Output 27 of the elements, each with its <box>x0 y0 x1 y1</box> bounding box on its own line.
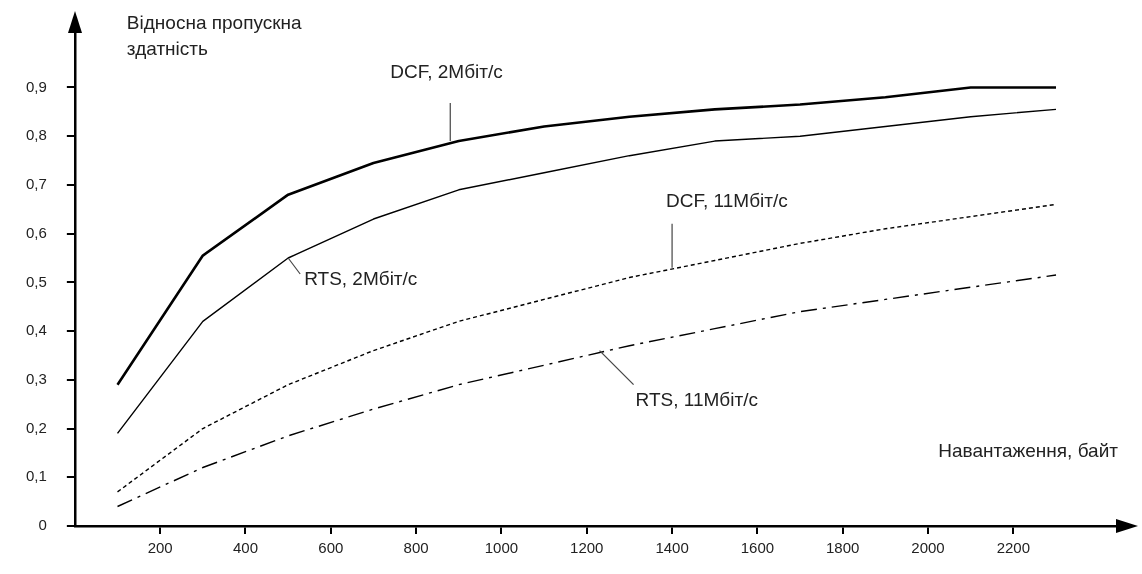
x-tick-label: 2000 <box>911 539 945 557</box>
x-tick-label: 200 <box>147 539 173 557</box>
x-tick-label: 800 <box>403 539 429 557</box>
y-tick-label: 0,7 <box>25 175 47 193</box>
y-tick-label: 0 <box>38 516 47 534</box>
annotation: RTS, 11Мбіт/с <box>635 388 758 410</box>
x-tick-label: 1200 <box>570 539 604 557</box>
annotation: DCF, 2Мбіт/с <box>390 61 503 83</box>
y-tick-label: 0,8 <box>25 126 47 144</box>
y-tick-label: 0,1 <box>25 467 47 485</box>
y-tick-label: 0,6 <box>25 223 47 241</box>
y-tick-label: 0,4 <box>25 321 47 339</box>
x-tick-label: 1000 <box>484 539 519 557</box>
x-tick-label: 400 <box>232 539 258 557</box>
y-tick-label: 0,3 <box>25 369 47 387</box>
y-tick-label: 0,2 <box>25 418 47 436</box>
x-tick-label: 1600 <box>740 539 775 557</box>
annotation: RTS, 2Мбіт/с <box>304 268 418 290</box>
annotation: DCF, 11Мбіт/с <box>666 189 788 211</box>
x-tick-label: 600 <box>318 539 344 557</box>
x-tick-label: 2200 <box>996 539 1031 557</box>
y-axis-title: Відносна пропускна здатність <box>126 12 303 60</box>
x-tick-label: 1400 <box>655 539 689 557</box>
y-tick-label: 0,9 <box>25 77 47 95</box>
x-axis-title: Навантаження, байт <box>938 440 1119 462</box>
y-tick-label: 0,5 <box>25 272 47 290</box>
x-tick-label: 1800 <box>826 539 860 557</box>
